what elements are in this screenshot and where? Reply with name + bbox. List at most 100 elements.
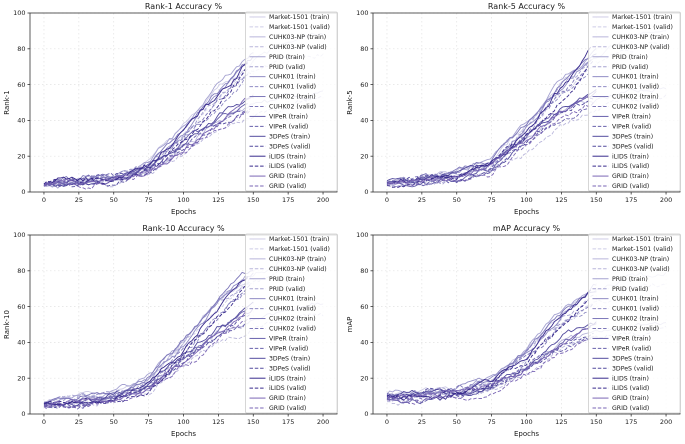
legend-entry: GRID (valid) [592, 405, 649, 412]
legend-entry: VIPeR (valid) [592, 345, 651, 352]
legend-entry: VIPeR (valid) [249, 345, 308, 352]
legend-entry: CUHK01 (valid) [249, 84, 316, 91]
legend-entry: VIPeR (train) [592, 114, 651, 121]
legend-label: Market-1501 (train) [612, 236, 672, 243]
legend: Market-1501 (train) Market-1501 (valid) CU… [245, 11, 338, 192]
legend-label: iLIDS (valid) [269, 385, 306, 392]
series-line-3dpes-valid [43, 108, 251, 188]
series-group [43, 32, 324, 190]
series-line-cuhk02-valid [43, 284, 251, 406]
series-line-viper-train [43, 307, 249, 408]
series-line-ilids-train [386, 289, 591, 401]
legend-label: GRID (valid) [269, 183, 306, 190]
legend-label: Market-1501 (valid) [612, 246, 673, 253]
x-tick-label: 75 [487, 418, 495, 426]
legend-label: VIPeR (valid) [269, 123, 308, 130]
series-line-grid-train [387, 323, 597, 401]
legend-entry: iLIDS (train) [592, 153, 649, 160]
chart-title: Rank-5 Accuracy % [488, 2, 566, 11]
legend-entry: CUHK02 (valid) [592, 104, 659, 111]
legend-entry: Market-1501 (train) [592, 236, 672, 243]
series-line-ilids-valid [44, 285, 246, 405]
legend-entry: VIPeR (train) [249, 114, 308, 121]
series-line-ilids-train [43, 62, 248, 185]
x-tick-label: 75 [144, 196, 152, 204]
legend-entry: Market-1501 (valid) [592, 246, 673, 253]
x-tick-label: 175 [625, 418, 637, 426]
legend-entry: CUHK03-NP (valid) [592, 44, 670, 51]
legend-label: CUHK02 (valid) [612, 326, 659, 333]
legend-entry: CUHK02 (train) [249, 316, 316, 323]
x-tick-label: 100 [520, 196, 532, 204]
series-group [43, 246, 324, 410]
x-tick-label: 25 [418, 196, 426, 204]
legend-label: PRID (valid) [269, 286, 305, 293]
legend-entry: GRID (train) [592, 395, 649, 402]
legend-entry: 3DPeS (valid) [592, 143, 654, 150]
series-line-grid-valid [43, 318, 251, 410]
series-line-ilids-valid [43, 69, 246, 185]
x-tick-label: 150 [247, 418, 259, 426]
x-tick-label: 125 [212, 418, 224, 426]
chart-rank-10-accuracy: 0 25 50 75 100 125 150 175 200 0 20 40 60 80 100 Rank-1… [0, 222, 342, 444]
legend-label: PRID (valid) [612, 64, 648, 71]
legend-label: Market-1501 (train) [612, 14, 672, 21]
legend-entry: VIPeR (valid) [592, 123, 651, 130]
legend-entry: VIPeR (valid) [249, 123, 308, 130]
y-tick-label: 40 [360, 117, 368, 125]
legend-entry: iLIDS (valid) [592, 385, 649, 392]
y-tick-label: 40 [17, 117, 25, 125]
legend-label: CUHK02 (train) [612, 316, 659, 323]
y-tick-label: 100 [356, 231, 368, 239]
y-tick-label: 60 [17, 303, 25, 311]
legend-entry: GRID (valid) [249, 183, 306, 190]
legend-entry: iLIDS (valid) [249, 385, 306, 392]
legend-label: VIPeR (valid) [269, 345, 308, 352]
series-line-prid-train [43, 272, 254, 406]
legend-box [588, 233, 681, 414]
legend-entry: VIPeR (train) [592, 336, 651, 343]
x-tick-label: 175 [282, 418, 294, 426]
y-tick-label: 60 [360, 81, 368, 89]
legend-entry: iLIDS (train) [592, 375, 649, 382]
y-tick-label: 100 [13, 231, 25, 239]
x-tick-label: 150 [247, 196, 259, 204]
x-tick-label: 25 [75, 196, 83, 204]
legend-entry: VIPeR (train) [249, 336, 308, 343]
x-axis-label: Epochs [171, 430, 196, 438]
legend-entry: CUHK02 (valid) [592, 326, 659, 333]
legend-label: 3DPeS (train) [269, 355, 310, 362]
legend-label: Market-1501 (valid) [269, 246, 330, 253]
legend-label: GRID (valid) [269, 405, 306, 412]
legend-label: CUHK01 (valid) [612, 306, 659, 313]
legend-label: iLIDS (train) [269, 153, 306, 160]
x-tick-label: 100 [520, 418, 532, 426]
series-line-3dpes-train [43, 301, 254, 407]
legend-entry: CUHK02 (valid) [249, 326, 316, 333]
x-tick-label: 175 [625, 196, 637, 204]
x-tick-label: 200 [317, 418, 329, 426]
x-tick-label: 200 [660, 418, 672, 426]
legend-label: iLIDS (valid) [269, 163, 306, 170]
x-tick-label: 0 [42, 418, 46, 426]
y-tick-label: 100 [356, 9, 368, 17]
legend-label: CUHK03-NP (valid) [612, 266, 670, 273]
series-line-cuhk02-train [43, 270, 254, 404]
legend-label: CUHK01 (train) [612, 74, 659, 81]
legend-entry: GRID (valid) [592, 183, 649, 190]
x-tick-label: 100 [177, 196, 189, 204]
x-tick-label: 150 [590, 418, 602, 426]
y-tick-label: 80 [17, 267, 25, 275]
legend-entry: PRID (valid) [592, 64, 648, 71]
legend-label: CUHK02 (train) [269, 94, 316, 101]
legend: Market-1501 (train) Market-1501 (valid) CU… [588, 11, 681, 192]
y-axis-label: Rank-5 [346, 90, 354, 114]
legend-label: 3DPeS (valid) [269, 143, 311, 150]
series-line-ilids-valid [386, 66, 589, 188]
x-axis-label: Epochs [514, 430, 539, 438]
legend-entry: GRID (train) [249, 173, 306, 180]
y-tick-label: 40 [17, 339, 25, 347]
legend-entry: iLIDS (valid) [592, 163, 649, 170]
legend-entry: CUHK03-NP (train) [249, 34, 326, 41]
chart-map-accuracy: 0 25 50 75 100 125 150 175 200 0 20 40 60 80 100 mAP Ac… [343, 222, 685, 444]
